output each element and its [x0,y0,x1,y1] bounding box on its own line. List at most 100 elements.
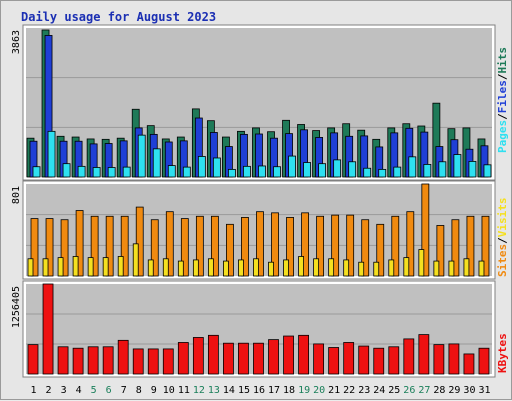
kbytes-bar [238,342,249,375]
pages-bar [107,167,116,178]
kbytes-bar [42,283,54,375]
top-panel-legend-item: Pages [496,120,509,153]
sites-bar [192,259,199,277]
pages-bar [393,166,402,178]
pages-bar [62,163,71,178]
sites-bar [373,261,380,277]
kbytes-bar [373,347,385,375]
pages-bar [303,162,311,178]
pages-bar [32,166,41,178]
sites-bar [328,258,335,277]
visits-bar [210,215,219,277]
kbytes-bar [268,339,279,375]
visits-bar [120,215,129,277]
x-tick-label: 10 [163,385,175,396]
x-tick-label: 25 [388,385,400,396]
x-tick-label: 20 [313,385,325,396]
visits-bar [391,215,400,277]
x-tick-label: 23 [358,385,370,396]
kbytes-bar [358,345,370,375]
sites-bar [418,249,425,277]
sites-bar [463,258,470,277]
sites-bar [223,260,229,277]
kbytes-bar [102,346,114,375]
x-axis-labels: 1 2 3 4 5 6 7 8 9 10 11 12 13 14 15 16 17 18 19 20 21 22 23 24 2… [31,385,491,396]
sites-bar [433,260,440,277]
mid-panel-legend: Sites/Visits [496,198,509,278]
visits-bar [331,214,340,277]
visits-bar [466,215,475,277]
visits-bar [481,215,490,277]
sites-bar [72,256,79,277]
sites-bar [207,258,214,277]
visits-bar [256,211,264,277]
x-tick-label: 16 [253,385,265,396]
visits-bar [361,219,370,277]
kbytes-bar [478,347,490,375]
kbytes-bar [313,343,325,375]
pages-bar [453,154,462,178]
sites-bar [162,258,169,277]
kbytes-bar [177,342,189,375]
visits-bar [301,212,309,277]
visits-bar [195,215,204,277]
bot-panel-ymax-label: 1256405 [11,286,22,328]
pages-bar [47,130,56,178]
pages-bar [152,148,161,178]
pages-bar [318,163,327,178]
visits-bar [271,212,279,277]
sites-bar [177,260,184,277]
sites-bar [147,259,154,277]
visits-bar [316,215,325,277]
kbytes-bar [298,334,309,375]
pages-bar [438,161,447,178]
x-tick-label: 27 [418,385,430,396]
pages-bar [243,165,251,178]
sites-bar [403,257,410,277]
kbytes-bar [207,334,219,375]
x-tick-label: 18 [283,385,295,396]
visits-bar [90,215,99,277]
kbytes-bar [328,347,340,375]
mid-panel-legend-item: Sites [496,244,509,277]
x-tick-label: 24 [373,385,385,396]
visits-bar [75,210,84,277]
sites-bar [313,258,320,277]
x-tick-label: 8 [136,385,142,396]
sites-bar [478,260,485,277]
visits-bar [60,219,69,277]
sites-bar [27,258,34,277]
x-tick-label: 21 [328,385,340,396]
sites-bar [42,258,49,277]
x-tick-label: 11 [178,385,190,396]
sites-bar [57,257,64,277]
x-tick-label: 30 [463,385,475,396]
x-tick-label: 14 [223,385,235,396]
top-panel-legend-item: Hits [496,47,509,74]
kbytes-bar [403,338,415,375]
bot-panel-legend: KBytes [496,333,509,373]
visits-bar [421,183,430,277]
kbytes-bar [418,334,430,375]
x-tick-label: 5 [91,385,97,396]
visits-bar [165,211,174,277]
pages-bar [258,165,266,178]
x-tick-label: 29 [448,385,460,396]
pages-bar [378,168,387,178]
sites-bar [132,243,139,277]
sites-bar [102,257,109,277]
kbytes-bar [147,348,159,375]
visits-bar [45,218,54,277]
top-panel-legend: Pages/Files/Hits [496,47,509,153]
x-tick-label: 1 [31,385,37,396]
kbytes-bar [253,342,264,375]
pages-bar [363,167,372,178]
pages-bar [408,156,417,178]
x-tick-label: 4 [76,385,82,396]
pages-bar [288,155,296,178]
sites-bar [448,260,455,277]
x-tick-label: 13 [208,385,220,396]
sites-bar [268,261,274,277]
top-panel-legend-item: / [496,113,509,120]
